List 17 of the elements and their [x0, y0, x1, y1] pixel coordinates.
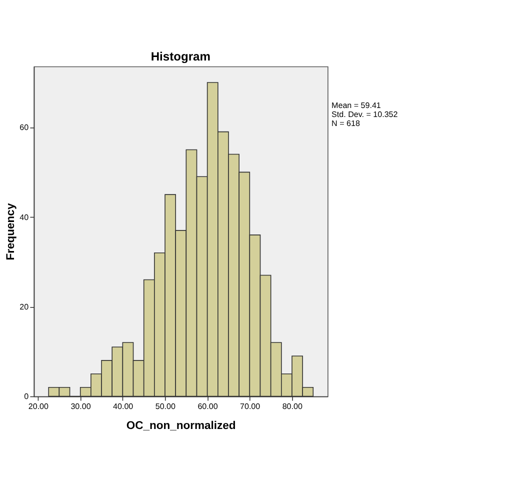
x-tick-label: 70.00 — [240, 402, 261, 411]
y-tick-label: 0 — [24, 392, 30, 402]
x-tick-label: 50.00 — [155, 402, 176, 411]
x-tick-label: 30.00 — [70, 402, 92, 411]
text: Mean = 59.41 — [332, 101, 382, 110]
y-axis-title: Frequency — [4, 202, 17, 260]
chart-title: Histogram — [150, 50, 210, 64]
y-tick-label: 60 — [20, 123, 30, 132]
x-tick-label: 60.00 — [198, 402, 218, 411]
y-tick-label: 40 — [20, 212, 30, 222]
x-axis-title: OC_non_normalized — [126, 420, 236, 432]
text: N = 618 — [332, 118, 360, 128]
x-tick-label: 20.00 — [28, 402, 50, 411]
x-tick-label: 80.00 — [282, 402, 303, 411]
y-tick-label: 20 — [20, 302, 30, 312]
text: Std. Dev. = 10.352 — [332, 110, 398, 120]
x-tick-label: 40.00 — [113, 402, 134, 411]
